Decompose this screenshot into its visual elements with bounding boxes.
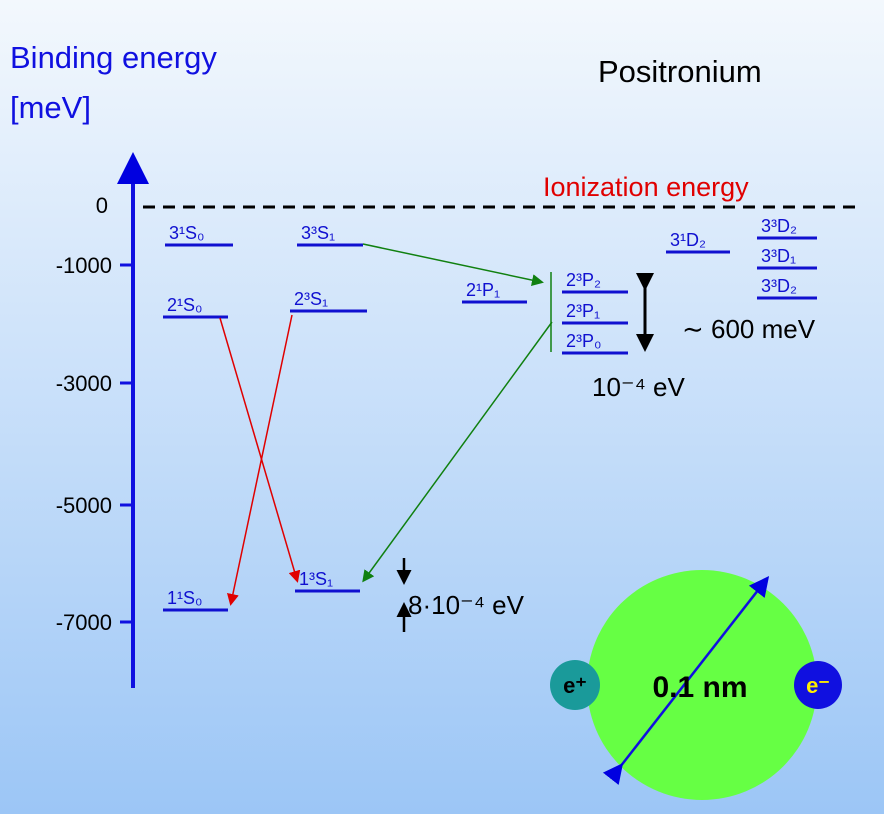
electron-label: e⁻ <box>806 673 830 698</box>
tick-label: -3000 <box>56 371 112 396</box>
level-label: 3¹S₀ <box>169 223 204 243</box>
level-label: 1¹S₀ <box>167 588 202 608</box>
level-label: 3³D₂ <box>761 276 797 296</box>
hfs-label: 8·10⁻⁴ eV <box>408 590 525 620</box>
level-label: 2¹S₀ <box>167 295 202 315</box>
title: Positronium <box>598 54 762 89</box>
axis-unit: [meV] <box>10 90 91 125</box>
level-label: 2¹P₁ <box>466 280 500 300</box>
level-label: 3³D₁ <box>761 246 796 266</box>
tick-label: -7000 <box>56 610 112 635</box>
level-label: 1³S₁ <box>299 569 333 589</box>
positron-label: e⁺ <box>563 673 587 698</box>
tick-label: 0 <box>96 193 108 218</box>
level-label: 3³S₁ <box>301 223 335 243</box>
size-label: 0.1 nm <box>652 671 747 704</box>
level-label: 2³S₁ <box>294 289 328 309</box>
tick-label: -1000 <box>56 253 112 278</box>
axis-title: Binding energy <box>10 40 217 75</box>
p-split-label: 10⁻⁴ eV <box>592 372 685 402</box>
tick-label: -5000 <box>56 493 112 518</box>
ionization-label: Ionization energy <box>543 172 749 202</box>
level-label: 3³D₂ <box>761 216 797 236</box>
diagram: Binding energy [meV] Positronium Ionizat… <box>0 0 884 814</box>
level-label: 2³P₂ <box>566 270 601 290</box>
level-label: 2³P₁ <box>566 301 600 321</box>
level-label: 2³P₀ <box>566 331 601 351</box>
level-label: 3¹D₂ <box>670 230 706 250</box>
fine-structure-label: ∼ 600 meV <box>682 314 816 344</box>
